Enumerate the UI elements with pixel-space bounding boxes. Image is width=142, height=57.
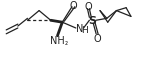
Text: S: S <box>88 16 96 26</box>
Text: O: O <box>93 33 101 43</box>
Text: O: O <box>69 1 77 11</box>
Text: H: H <box>81 25 88 34</box>
Text: NH: NH <box>50 35 65 45</box>
Text: N: N <box>76 24 83 33</box>
Text: ₂: ₂ <box>64 37 67 46</box>
Text: O: O <box>85 2 92 12</box>
